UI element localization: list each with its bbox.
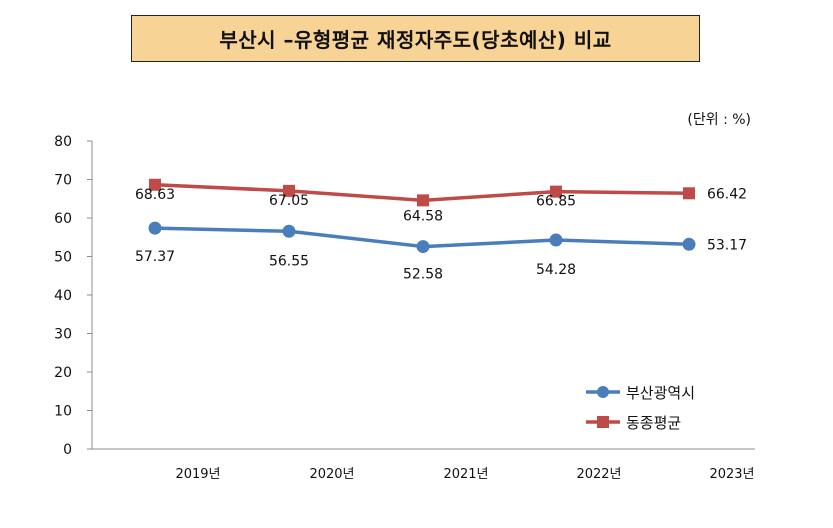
- legend-marker: [597, 386, 609, 398]
- series-point: [550, 185, 562, 198]
- series-point: [417, 194, 429, 207]
- chart-title-box: 부산시 –유형평균 재정자주도(당초예산) 비교: [131, 15, 700, 62]
- series-point: [416, 240, 430, 254]
- data-labels: 57.37 56.55 52.58 54.28 53.17 68.63 67.05 64.58…: [135, 186, 747, 282]
- x-tick-label: 2021년: [443, 467, 488, 482]
- data-label: 67.05: [269, 193, 309, 209]
- y-tick-label: 40: [54, 288, 72, 304]
- x-tick-label: 2022년: [576, 467, 621, 482]
- series-point: [149, 178, 161, 191]
- series-point: [148, 221, 162, 235]
- data-label: 52.58: [403, 267, 443, 283]
- data-label: 68.63: [135, 187, 175, 203]
- y-tick-label: 70: [54, 173, 72, 189]
- data-label: 53.17: [707, 237, 747, 253]
- y-tick-label: 80: [54, 134, 72, 150]
- y-tick-label: 30: [54, 327, 72, 343]
- series-point: [283, 184, 295, 197]
- y-tick-label: 0: [63, 442, 72, 458]
- series-layer: [148, 178, 696, 254]
- series-point: [549, 233, 563, 247]
- series-point: [682, 237, 696, 251]
- y-tick-label: 50: [54, 250, 72, 266]
- y-tick-label: 20: [54, 365, 72, 381]
- y-tick-label: 60: [54, 211, 72, 227]
- x-tick-label: 2019년: [175, 467, 220, 482]
- legend-label: 부산광역시: [626, 384, 695, 402]
- chart-title: 부산시 –유형평균 재정자주도(당초예산) 비교: [219, 28, 612, 52]
- data-label: 66.85: [536, 194, 576, 210]
- legend-label: 동종평균: [626, 414, 681, 432]
- unit-label: (단위 : %): [687, 112, 751, 128]
- data-label: 64.58: [403, 208, 443, 224]
- x-tick-label: 2023년: [709, 467, 754, 482]
- x-tick-label: 2020년: [309, 467, 354, 482]
- data-label: 56.55: [269, 253, 309, 269]
- legend-marker: [597, 416, 609, 428]
- series-point: [683, 187, 695, 200]
- series-point: [282, 224, 296, 238]
- data-label: 66.42: [707, 186, 747, 202]
- data-label: 57.37: [135, 249, 175, 265]
- axes: 0 10 20 30 40 50 60 70 80 2019년 2020년 2021년 2022년 202…: [54, 134, 755, 482]
- data-label: 54.28: [536, 262, 576, 278]
- y-tick-label: 10: [54, 404, 72, 420]
